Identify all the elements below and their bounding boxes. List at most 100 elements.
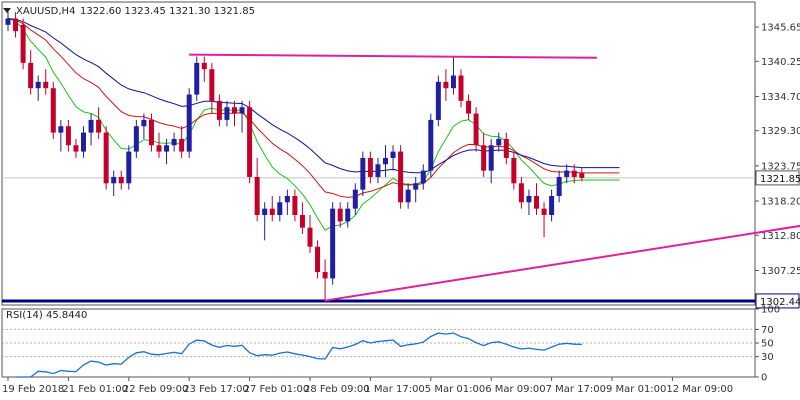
candle [466, 94, 472, 120]
candle [352, 183, 358, 215]
candle [35, 75, 41, 101]
symbol-label: XAUUSD,H4 [16, 6, 75, 17]
candle [247, 100, 253, 184]
candle [435, 75, 441, 127]
candle-body [299, 214, 305, 228]
candle [179, 126, 185, 158]
candle-body [435, 81, 441, 120]
candle-body [330, 208, 336, 279]
candle-body [118, 176, 124, 184]
candle-body [405, 189, 411, 203]
candle-body [179, 138, 185, 152]
candle [292, 189, 298, 222]
candle-body [171, 138, 177, 146]
candle-body [133, 126, 139, 152]
candle [549, 189, 555, 222]
candle [307, 214, 313, 254]
candle [337, 202, 343, 228]
rsi-line [15, 332, 582, 378]
candle-body [126, 151, 132, 184]
candle-body [345, 208, 351, 222]
time-tick-label: 7 Mar 17:00 [546, 384, 606, 395]
candle-body [164, 145, 170, 152]
candle [239, 100, 245, 133]
candle [65, 119, 71, 152]
candle [315, 240, 321, 279]
candle [413, 176, 419, 203]
price-panel: 1345.65 1340.25 1334.70 1329.30 1323.75 1318.… [1, 1, 800, 309]
candle [28, 50, 34, 95]
candle [556, 170, 562, 203]
candle [367, 151, 373, 184]
candle-body [466, 100, 472, 114]
ma-mid-line [7, 18, 620, 198]
candle [360, 151, 366, 196]
time-tick-label: 1 Mar 17:00 [364, 384, 424, 395]
candle-body [473, 113, 479, 146]
candle-body [96, 119, 102, 133]
candle [171, 132, 177, 152]
candle-body [73, 145, 79, 152]
price-tick-label: 1318.20 [761, 197, 800, 208]
candle [488, 138, 494, 184]
candle-body [13, 18, 19, 32]
rsi-tick-label: 70 [761, 325, 774, 336]
candle [216, 94, 222, 127]
candle [209, 62, 215, 114]
candle [518, 176, 524, 209]
candle-body [458, 75, 464, 101]
candle-body [216, 100, 222, 120]
candle-body [420, 170, 426, 184]
candle [375, 157, 381, 184]
candle [43, 69, 49, 95]
candle-body [156, 145, 162, 152]
candle-body [503, 138, 509, 158]
candle-body [481, 145, 487, 171]
time-tick-label: 9 Mar 01:00 [606, 384, 666, 395]
candle [496, 132, 502, 152]
collapse-triangle-icon[interactable] [3, 8, 11, 13]
candle [345, 202, 351, 228]
candle [156, 132, 162, 158]
time-tick-label: 23 Feb 17:00 [183, 384, 249, 395]
candle [269, 195, 275, 222]
time-tick-label: 6 Mar 09:00 [485, 384, 545, 395]
candle-body [103, 132, 109, 184]
candle [73, 138, 79, 158]
candle [443, 69, 449, 101]
candle [390, 145, 396, 171]
candle-body [20, 24, 26, 63]
candle-body [579, 173, 585, 178]
rsi-tick-label: 50 [761, 339, 774, 350]
candle-body [375, 164, 381, 177]
candle-body [262, 208, 268, 215]
candle [541, 202, 547, 238]
candle-body [571, 170, 577, 177]
ma-fast-line [7, 18, 620, 231]
price-tick-label: 1329.30 [761, 126, 800, 137]
candle [564, 164, 570, 184]
candle-body [450, 75, 456, 89]
candle-body [239, 107, 245, 114]
candle-body [277, 202, 283, 215]
candle [571, 164, 577, 184]
candle [262, 202, 268, 241]
current-price-label: 1321.85 [760, 174, 800, 185]
candle-body [352, 189, 358, 209]
candle [133, 119, 139, 158]
candle-body [511, 157, 517, 184]
candle [383, 145, 388, 177]
candle-body [88, 119, 94, 133]
candle-body [322, 272, 328, 279]
candle [88, 113, 94, 146]
rsi-tick-label: 100 [761, 305, 780, 316]
price-tick-label: 1307.25 [761, 266, 800, 277]
candle [579, 167, 585, 182]
rsi-panel: 100 70 50 30 0 [1, 305, 780, 384]
candle-body [398, 151, 404, 203]
candle-body [186, 94, 192, 152]
candle-body [337, 208, 343, 222]
candle [322, 259, 328, 302]
